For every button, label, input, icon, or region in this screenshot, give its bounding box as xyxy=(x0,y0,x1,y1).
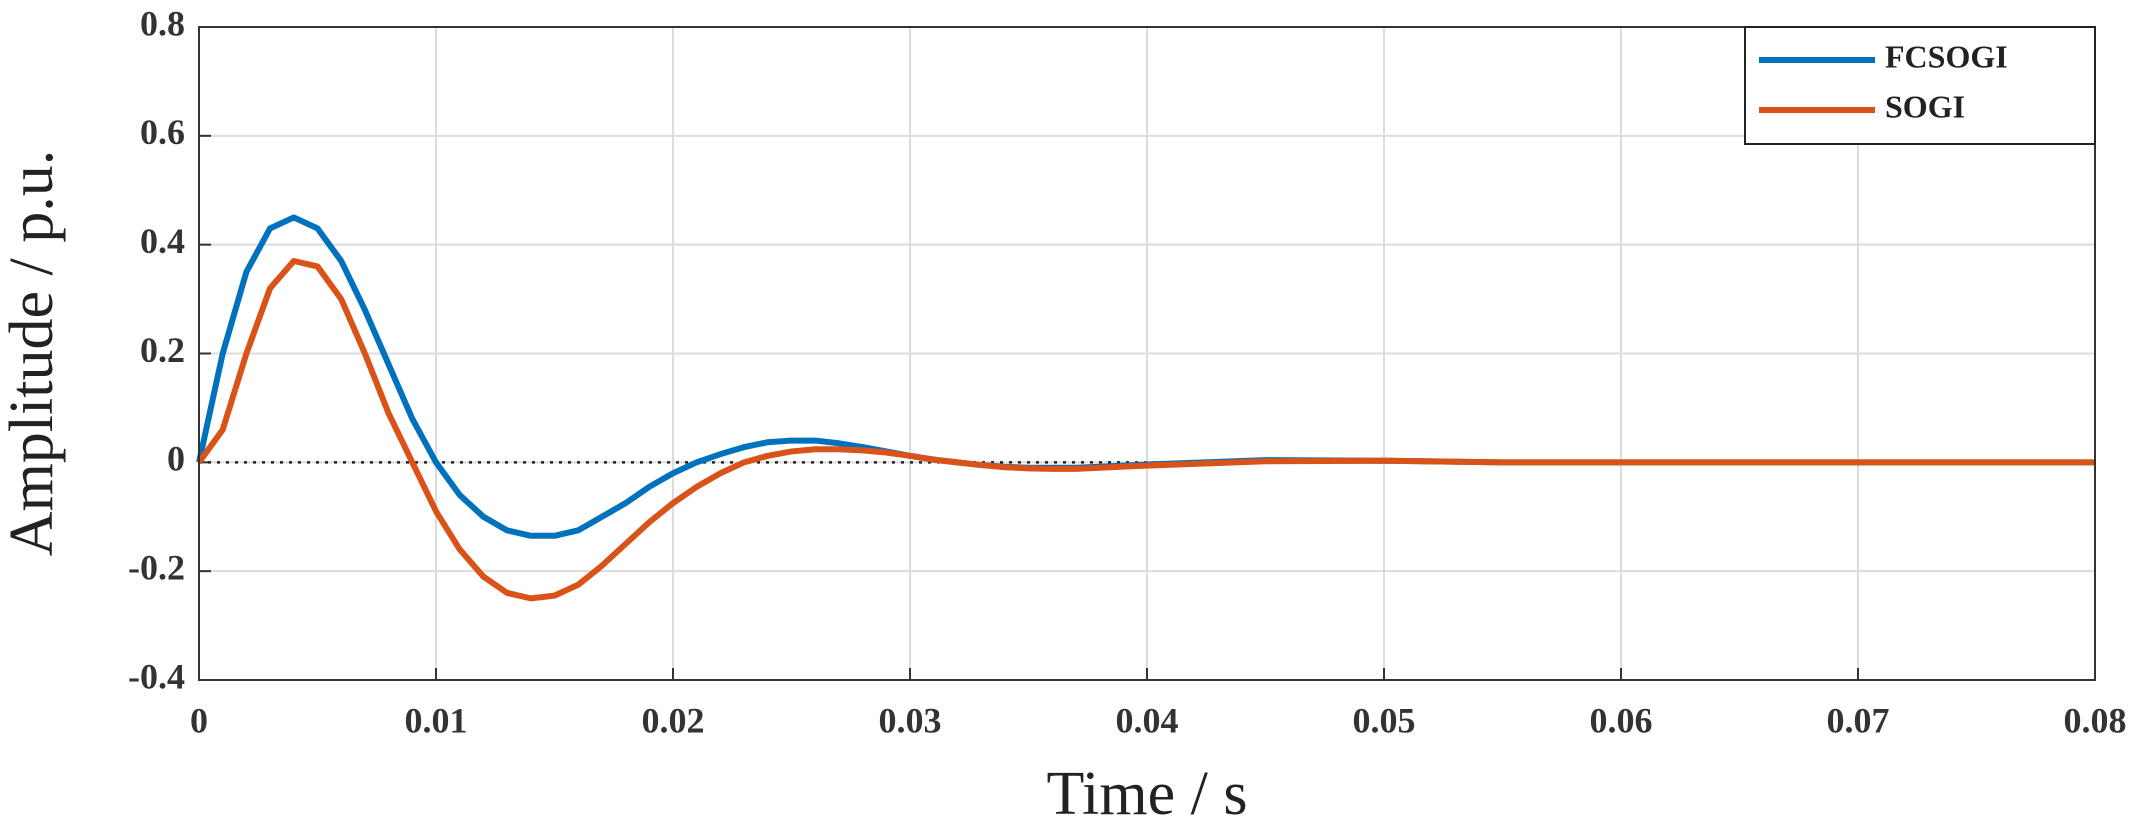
y-tick-label: 0.4 xyxy=(140,221,185,261)
y-tick-label: 0.2 xyxy=(140,330,185,370)
legend-label: SOGI xyxy=(1885,88,1965,124)
y-axis-label: Amplitude / p.u. xyxy=(0,150,66,556)
y-tick-label: 0 xyxy=(167,439,185,479)
y-tick-label: -0.2 xyxy=(128,547,185,587)
x-tick-label: 0.03 xyxy=(879,700,942,740)
legend-box xyxy=(1744,26,2096,145)
legend-label: FCSOGI xyxy=(1885,38,2008,74)
x-tick-label: 0.02 xyxy=(642,700,705,740)
x-tick-label: 0.01 xyxy=(405,700,468,740)
plot-border xyxy=(198,26,2096,681)
y-tick-label: 0.6 xyxy=(140,112,185,152)
x-tick-label: 0 xyxy=(190,700,208,740)
series-line xyxy=(196,257,2095,602)
x-axis-label: Time / s xyxy=(1046,760,1247,828)
x-tick-label: 0.06 xyxy=(1590,700,1653,740)
y-tick-label: -0.4 xyxy=(128,656,185,696)
y-tick-label: 0.8 xyxy=(140,3,185,43)
x-tick-label: 0.07 xyxy=(1827,700,1890,740)
x-tick-label: 0.04 xyxy=(1116,700,1179,740)
x-tick-label: 0.05 xyxy=(1353,700,1416,740)
x-tick-label: 0.08 xyxy=(2064,700,2127,740)
